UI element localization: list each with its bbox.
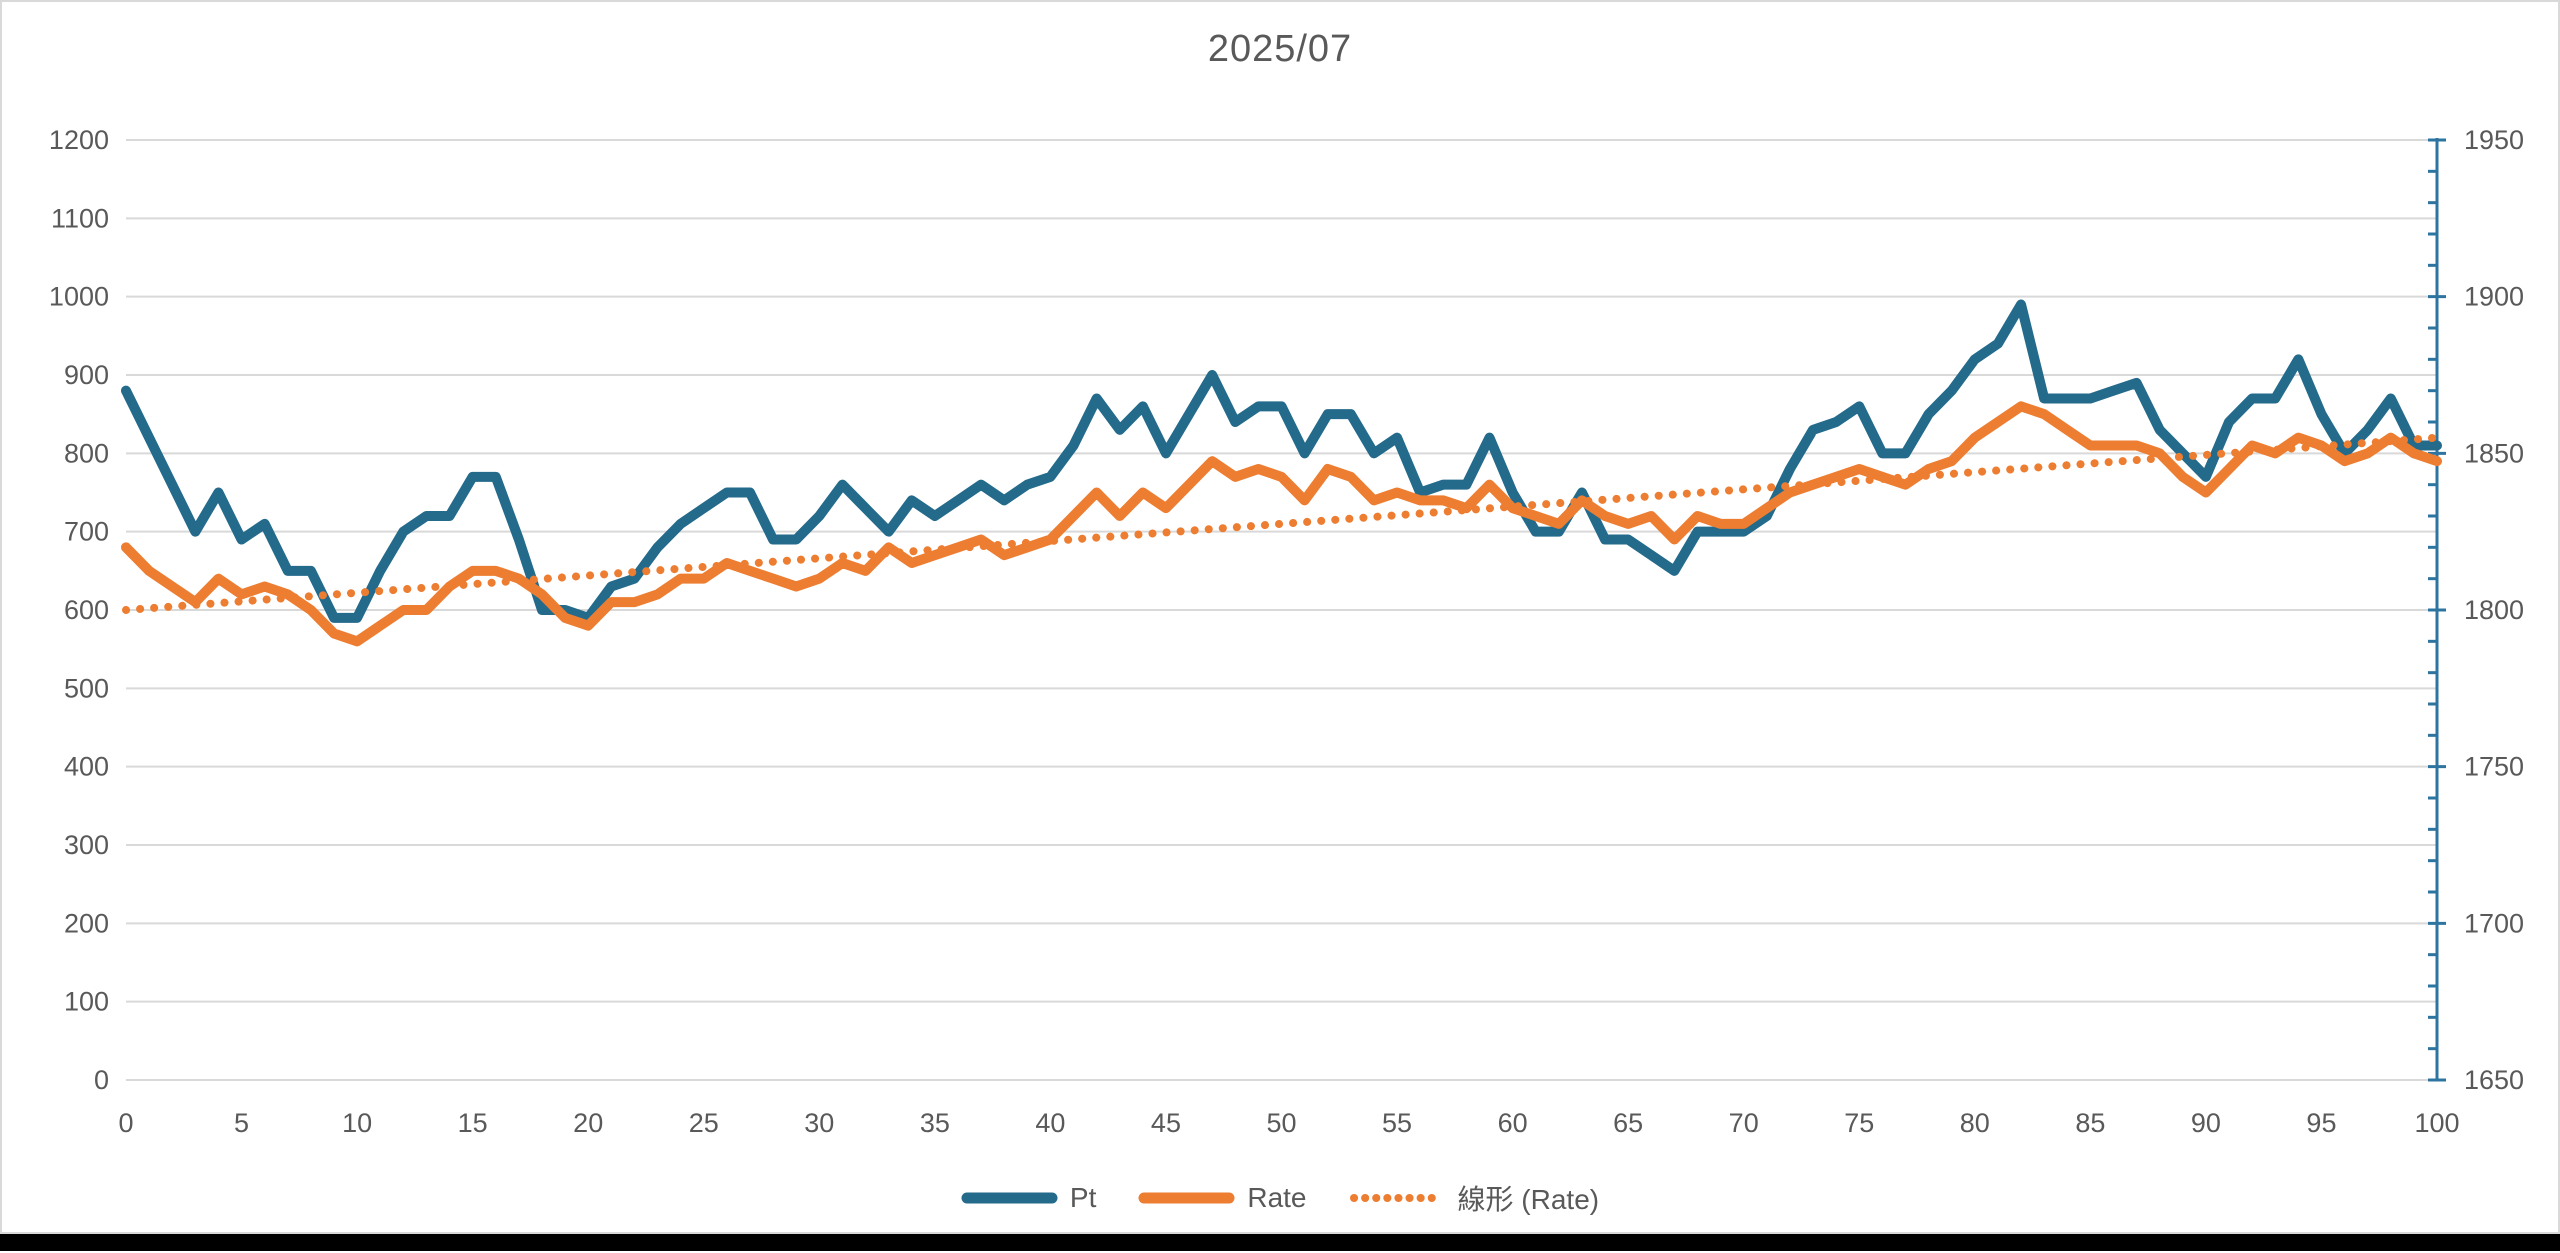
line-swatch-icon	[1138, 1192, 1235, 1204]
svg-text:100: 100	[2414, 1108, 2459, 1138]
right-axis: 1650 1700 1750 1800 1850 1900 1950	[2428, 125, 2524, 1095]
svg-text:55: 55	[1382, 1108, 1412, 1138]
svg-text:20: 20	[573, 1108, 603, 1138]
bottom-taskbar-strip	[0, 1234, 2560, 1251]
pt-line	[121, 299, 2442, 623]
svg-text:600: 600	[64, 595, 109, 625]
x-axis-labels: 0 5 10 15 20 25 30 35 40 45 50 55 60 65 70 75 80 85 90 95 10…	[118, 1108, 2459, 1138]
svg-text:25: 25	[689, 1108, 719, 1138]
svg-text:1000: 1000	[49, 282, 109, 312]
svg-text:45: 45	[1151, 1108, 1181, 1138]
dotted-line-swatch-icon	[1349, 1194, 1445, 1202]
svg-text:90: 90	[2191, 1108, 2221, 1138]
chart-title: 2025/07	[1207, 28, 1353, 70]
svg-text:15: 15	[458, 1108, 488, 1138]
svg-text:40: 40	[1035, 1108, 1065, 1138]
svg-text:400: 400	[64, 752, 109, 782]
legend: Pt Rate 線形 (Rate)	[2, 1178, 2558, 1218]
svg-text:10: 10	[342, 1108, 372, 1138]
legend-label: Pt	[1069, 1182, 1097, 1213]
svg-text:1100: 1100	[51, 203, 109, 233]
rate-line	[121, 401, 2442, 647]
svg-text:0: 0	[118, 1108, 133, 1138]
legend-label: Rate	[1247, 1182, 1307, 1213]
legend-item-2: Rate	[1138, 1182, 1307, 1214]
svg-text:200: 200	[64, 908, 109, 938]
svg-text:500: 500	[64, 673, 109, 703]
svg-text:1750: 1750	[2464, 752, 2524, 782]
svg-text:1950: 1950	[2464, 125, 2524, 155]
svg-text:85: 85	[2075, 1108, 2105, 1138]
svg-text:60: 60	[1498, 1108, 1528, 1138]
svg-text:70: 70	[1729, 1108, 1759, 1138]
legend-label: 線形 (Rate)	[1457, 1184, 1600, 1215]
svg-text:800: 800	[64, 438, 109, 468]
svg-text:1900: 1900	[2464, 282, 2524, 312]
gridlines	[126, 139, 2437, 1081]
svg-text:1200: 1200	[49, 125, 109, 155]
svg-text:75: 75	[1844, 1108, 1874, 1138]
svg-text:35: 35	[920, 1108, 950, 1138]
legend-item-3: 線形 (Rate)	[1349, 1178, 1600, 1218]
svg-text:50: 50	[1266, 1108, 1296, 1138]
svg-text:80: 80	[1960, 1108, 1990, 1138]
svg-text:1800: 1800	[2464, 595, 2524, 625]
svg-text:5: 5	[234, 1108, 249, 1138]
trend-line	[122, 433, 2441, 614]
svg-text:1700: 1700	[2464, 908, 2524, 938]
legend-item-1: Pt	[961, 1182, 1096, 1214]
svg-text:300: 300	[64, 830, 109, 860]
svg-text:900: 900	[64, 360, 109, 390]
svg-text:95: 95	[2306, 1108, 2336, 1138]
svg-text:700: 700	[64, 517, 109, 547]
svg-text:0: 0	[94, 1065, 109, 1095]
svg-text:65: 65	[1613, 1108, 1643, 1138]
svg-text:30: 30	[804, 1108, 834, 1138]
svg-text:1650: 1650	[2464, 1065, 2524, 1095]
left-axis-labels: 0 100 200 300 400 500 600 700 800 900 1000 1100 1200	[49, 125, 109, 1095]
svg-text:100: 100	[64, 987, 109, 1017]
svg-text:1850: 1850	[2464, 438, 2524, 468]
line-swatch-icon	[961, 1192, 1058, 1204]
